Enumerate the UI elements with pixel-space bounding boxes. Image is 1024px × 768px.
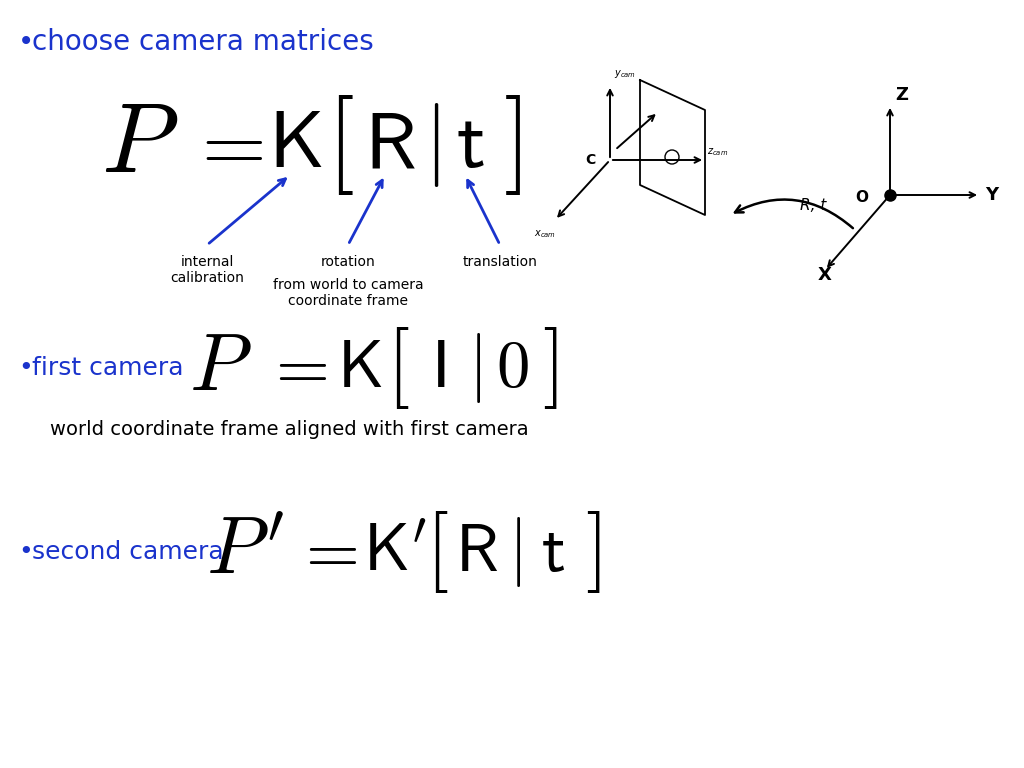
Text: $|$: $|$: [509, 515, 521, 589]
Text: $P$: $P$: [188, 329, 251, 407]
Text: first camera: first camera: [32, 356, 183, 380]
Text: from world to camera
coordinate frame: from world to camera coordinate frame: [272, 278, 423, 308]
Text: $\mathsf{K}$: $\mathsf{K}$: [337, 335, 383, 401]
Text: R, t: R, t: [800, 198, 826, 213]
Text: $[$: $[$: [386, 325, 410, 411]
Text: $[$: $[$: [425, 509, 449, 595]
Text: C: C: [586, 153, 596, 167]
Text: $\mathsf{I}$: $\mathsf{I}$: [431, 335, 445, 401]
Text: second camera: second camera: [32, 540, 223, 564]
Text: •: •: [18, 540, 33, 564]
Text: choose camera matrices: choose camera matrices: [32, 28, 374, 56]
Text: $P$: $P$: [101, 97, 178, 194]
Text: $\mathsf{0}$: $\mathsf{0}$: [496, 335, 528, 401]
Text: internal
calibration: internal calibration: [170, 255, 244, 285]
Text: $y_{cam}$: $y_{cam}$: [614, 68, 636, 80]
Text: Z: Z: [895, 86, 908, 104]
Text: rotation: rotation: [321, 255, 376, 269]
Text: $]$: $]$: [503, 93, 521, 197]
Text: $x_{cam}$: $x_{cam}$: [534, 228, 556, 240]
Text: $=$: $=$: [186, 104, 263, 186]
FancyArrowPatch shape: [735, 200, 853, 228]
Text: translation: translation: [463, 255, 538, 269]
Text: $\mathsf{t}$: $\mathsf{t}$: [456, 106, 484, 184]
Text: Y: Y: [985, 186, 998, 204]
Text: $[$: $[$: [327, 93, 353, 197]
Text: world coordinate frame aligned with first camera: world coordinate frame aligned with firs…: [50, 420, 528, 439]
Text: $\mathsf{R}$: $\mathsf{R}$: [365, 106, 416, 184]
Text: $=$: $=$: [263, 335, 327, 402]
Text: O: O: [855, 190, 868, 204]
Text: $\mathsf{R}$: $\mathsf{R}$: [456, 519, 499, 585]
Text: X: X: [818, 266, 831, 284]
Text: $\mathsf{t}$: $\mathsf{t}$: [541, 519, 565, 585]
Text: $P'$: $P'$: [206, 513, 284, 591]
Text: •: •: [18, 28, 34, 56]
Text: $z_{cam}$: $z_{cam}$: [707, 146, 728, 158]
Text: $]$: $]$: [586, 509, 601, 595]
Text: •: •: [18, 356, 33, 380]
Text: $]$: $]$: [543, 325, 558, 411]
Text: $\mathsf{K}'$: $\mathsf{K}'$: [364, 519, 427, 585]
Text: $\mathsf{K}$: $\mathsf{K}$: [268, 106, 323, 184]
Text: $=$: $=$: [293, 518, 357, 585]
Text: $|$: $|$: [469, 331, 481, 405]
Text: $|$: $|$: [424, 101, 439, 189]
